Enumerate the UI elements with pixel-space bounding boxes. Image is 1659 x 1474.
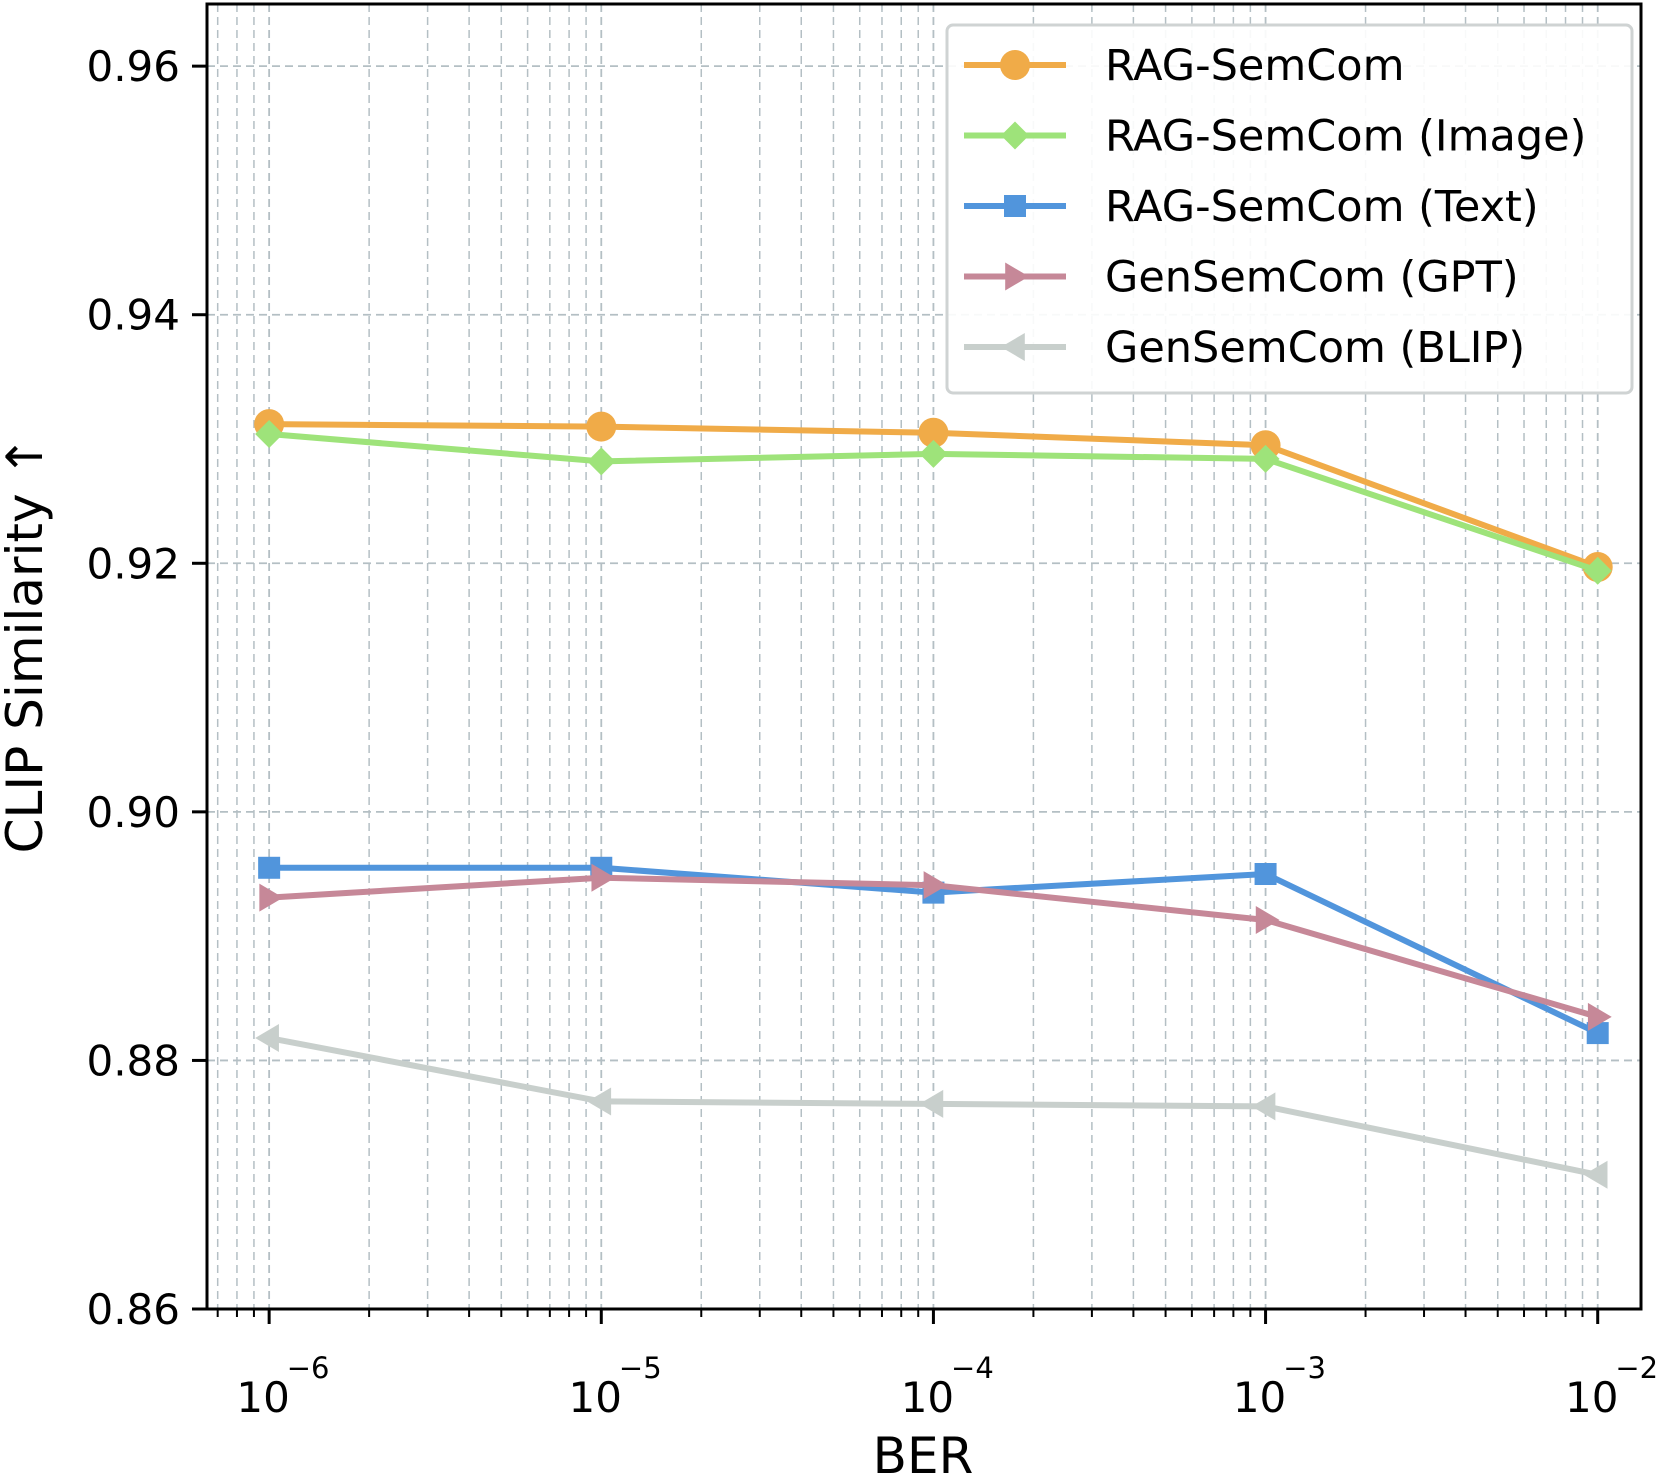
x-tick-exponent: −6 — [287, 1351, 330, 1385]
y-axis-title: CLIP Similarity ↑ — [0, 436, 54, 854]
legend-item: GenSemCom (BLIP) — [964, 323, 1525, 373]
x-tick-label: 10 — [1565, 1373, 1618, 1422]
series-layer — [254, 409, 1613, 1189]
data-point — [1254, 863, 1277, 885]
legend-item: RAG-SemCom (Text) — [964, 182, 1539, 232]
data-point — [258, 856, 281, 879]
y-tick-label: 0.90 — [86, 788, 180, 837]
data-point — [255, 420, 284, 449]
x-tick-label: 10 — [569, 1373, 622, 1422]
y-tick-label: 0.94 — [86, 291, 180, 340]
data-point — [1251, 444, 1280, 473]
data-point — [586, 411, 617, 442]
x-tick-exponent: −3 — [1283, 1351, 1326, 1385]
legend-marker — [1001, 121, 1029, 150]
legend-label: RAG-SemCom (Text) — [1105, 182, 1539, 232]
x-tick-exponent: −4 — [951, 1351, 994, 1385]
y-tick-label: 0.86 — [86, 1285, 180, 1334]
legend-marker — [1005, 262, 1029, 291]
legend-label: RAG-SemCom (Image) — [1105, 112, 1586, 162]
x-axis-title: BER — [873, 1427, 974, 1474]
legend-label: GenSemCom (GPT) — [1105, 253, 1519, 303]
data-point — [587, 447, 616, 476]
legend-item: RAG-SemCom — [964, 41, 1405, 91]
plot-frame — [205, 2, 1643, 1311]
legend-label: GenSemCom (BLIP) — [1105, 323, 1525, 373]
legend-marker — [1004, 195, 1026, 217]
legend: RAG-SemCom RAG-SemCom (Image) RAG-SemCom (… — [945, 23, 1634, 395]
data-point — [1587, 1002, 1612, 1031]
axis-ticks: 10−610−510−410−310−20.860.880.900.920.94… — [86, 42, 1658, 1422]
data-point — [259, 883, 284, 912]
x-tick-exponent: −2 — [1615, 1351, 1658, 1385]
x-tick-label: 10 — [901, 1373, 954, 1422]
legend-item: RAG-SemCom (Image) — [964, 112, 1586, 162]
data-point — [1583, 1160, 1608, 1189]
data-point — [918, 417, 949, 448]
legend-box — [945, 23, 1634, 395]
series-5 — [255, 1024, 1608, 1189]
series-2 — [255, 420, 1612, 585]
data-point — [1251, 1092, 1276, 1121]
data-point — [1583, 556, 1612, 585]
legend-marker — [1000, 50, 1030, 80]
legend-label: RAG-SemCom — [1105, 41, 1405, 91]
legend-item: GenSemCom (GPT) — [964, 253, 1519, 303]
y-tick-label: 0.96 — [86, 42, 180, 91]
data-point — [923, 871, 948, 900]
data-point — [255, 1024, 279, 1053]
x-tick-exponent: −5 — [619, 1351, 662, 1385]
data-point — [919, 439, 948, 468]
legend-marker — [1001, 333, 1025, 361]
data-point — [1255, 905, 1280, 934]
data-point — [591, 863, 616, 892]
x-tick-label: 10 — [1233, 1373, 1286, 1422]
series-4 — [259, 863, 1612, 1031]
data-point — [587, 1087, 612, 1116]
data-point — [919, 1089, 944, 1118]
x-tick-label: 10 — [236, 1373, 289, 1422]
y-tick-label: 0.88 — [86, 1036, 180, 1085]
y-tick-label: 0.92 — [86, 539, 180, 588]
